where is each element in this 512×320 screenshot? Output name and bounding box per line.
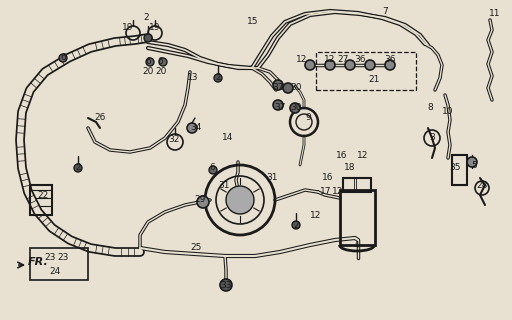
Text: 12: 12: [296, 55, 308, 65]
Text: 37: 37: [272, 84, 284, 92]
Text: 21: 21: [368, 76, 380, 84]
Circle shape: [187, 123, 197, 133]
Text: 30: 30: [290, 103, 302, 113]
Text: 19: 19: [150, 23, 161, 33]
Bar: [452, 155, 467, 185]
Text: 24: 24: [49, 268, 60, 276]
Text: 19: 19: [122, 23, 134, 33]
Text: 33: 33: [220, 281, 232, 290]
Text: 5: 5: [471, 161, 477, 170]
Bar: [30, 185, 52, 215]
Text: 35: 35: [449, 164, 461, 172]
Circle shape: [144, 34, 152, 42]
Circle shape: [209, 166, 217, 174]
Text: 10: 10: [442, 108, 454, 116]
Text: 6: 6: [157, 58, 163, 67]
Text: 12: 12: [332, 188, 344, 196]
Text: FR.: FR.: [28, 257, 48, 267]
Text: 23: 23: [45, 253, 56, 262]
Circle shape: [273, 100, 283, 110]
Text: 2: 2: [143, 13, 149, 22]
Text: 14: 14: [222, 133, 233, 142]
Bar: [340, 190, 375, 245]
Text: 36: 36: [384, 55, 396, 65]
Text: 36: 36: [354, 55, 366, 65]
Text: 8: 8: [427, 103, 433, 113]
Circle shape: [292, 221, 300, 229]
Text: 27: 27: [337, 55, 349, 65]
Text: 6: 6: [145, 58, 151, 67]
Text: 2: 2: [75, 164, 81, 172]
Circle shape: [325, 60, 335, 70]
Circle shape: [385, 60, 395, 70]
Text: 16: 16: [336, 150, 348, 159]
Text: 20: 20: [155, 68, 167, 76]
Text: 12: 12: [324, 55, 336, 65]
Circle shape: [214, 74, 222, 82]
Text: 32: 32: [168, 135, 180, 145]
Text: 16: 16: [322, 173, 334, 182]
Text: 22: 22: [37, 190, 49, 199]
Text: 2: 2: [293, 220, 299, 229]
Text: 6: 6: [209, 164, 215, 172]
Bar: [343, 178, 371, 192]
Text: 29: 29: [195, 196, 206, 204]
Text: 23: 23: [57, 253, 69, 262]
Text: 12: 12: [357, 150, 369, 159]
Text: 9: 9: [305, 114, 311, 123]
Text: 25: 25: [190, 244, 202, 252]
Text: 28: 28: [476, 180, 488, 189]
Text: 20: 20: [142, 68, 154, 76]
Text: 17: 17: [320, 188, 332, 196]
Text: 26: 26: [94, 114, 105, 123]
Text: 11: 11: [489, 10, 501, 19]
Text: 31: 31: [266, 173, 278, 182]
Circle shape: [220, 279, 232, 291]
Text: 4: 4: [353, 241, 359, 250]
Circle shape: [197, 196, 209, 208]
Circle shape: [273, 80, 283, 90]
Circle shape: [146, 58, 154, 66]
Circle shape: [59, 54, 67, 62]
Text: 2: 2: [215, 74, 221, 83]
Text: 31: 31: [218, 180, 230, 189]
Text: 30: 30: [290, 84, 302, 92]
Text: 13: 13: [187, 74, 199, 83]
Circle shape: [159, 58, 167, 66]
Circle shape: [290, 103, 300, 113]
Circle shape: [305, 60, 315, 70]
Circle shape: [345, 60, 355, 70]
Text: 7: 7: [382, 7, 388, 17]
Circle shape: [74, 164, 82, 172]
Text: 12: 12: [310, 211, 322, 220]
Circle shape: [467, 157, 477, 167]
Bar: [316, 52, 416, 90]
Text: 34: 34: [190, 124, 202, 132]
Circle shape: [226, 186, 254, 214]
Text: 3: 3: [429, 133, 435, 142]
Text: 15: 15: [247, 18, 259, 27]
Circle shape: [365, 60, 375, 70]
Bar: [30, 248, 88, 280]
Text: 37: 37: [274, 103, 286, 113]
Text: 18: 18: [344, 164, 356, 172]
Circle shape: [283, 83, 293, 93]
Text: 6: 6: [60, 53, 66, 62]
